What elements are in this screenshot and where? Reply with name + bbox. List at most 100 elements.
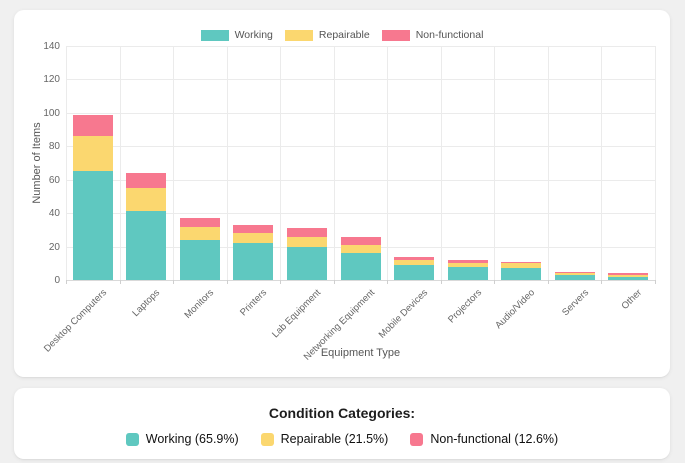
bar-stack <box>554 271 595 280</box>
legend-label: Repairable <box>318 29 370 41</box>
bar-segment-repairable[interactable] <box>554 273 595 275</box>
x-gridline <box>119 46 121 280</box>
x-gridline <box>547 46 549 280</box>
legend-label: Non-functional <box>415 29 484 41</box>
y-tick-label: 0 <box>54 275 60 286</box>
legend-swatch <box>381 29 410 41</box>
bar-segment-repairable[interactable] <box>447 263 488 267</box>
summary-legend-label: Non-functional (12.6%) <box>430 432 559 446</box>
bar-segment-non-functional[interactable] <box>501 261 542 264</box>
bar-segment-non-functional[interactable] <box>340 236 381 245</box>
legend-item-non-functional[interactable]: Non-functional <box>381 29 484 41</box>
legend-item-repairable[interactable]: Repairable <box>284 29 370 41</box>
bar-segment-working[interactable] <box>233 243 274 280</box>
bar-segment-non-functional[interactable] <box>608 273 649 275</box>
summary-legend-swatch <box>410 432 424 446</box>
chart-legend: Working Repairable Non-functional <box>14 29 670 41</box>
legend-swatch <box>200 29 229 41</box>
y-tick-label: 80 <box>48 141 60 153</box>
chart-card: Working Repairable Non-functional Number o… <box>14 10 670 377</box>
legend-label: Working <box>234 29 273 41</box>
y-gridline <box>66 46 655 47</box>
bar-stack <box>72 114 113 280</box>
x-tick-mark <box>440 280 442 284</box>
bar-segment-repairable[interactable] <box>394 259 435 265</box>
x-gridline <box>601 46 603 280</box>
bar-stack <box>501 261 542 280</box>
y-gridline <box>66 79 655 81</box>
bar-segment-repairable[interactable] <box>72 136 113 172</box>
bar-segment-repairable[interactable] <box>179 226 220 240</box>
x-axis-title: Equipment Type <box>320 347 401 359</box>
bar-segment-non-functional[interactable] <box>394 256 435 260</box>
bar-stack <box>126 173 167 280</box>
x-gridline <box>440 46 442 280</box>
y-axis-title: Number of Items <box>31 122 43 204</box>
bar-segment-non-functional[interactable] <box>286 228 327 237</box>
x-tick-mark <box>173 280 175 284</box>
bar-segment-working[interactable] <box>554 274 595 280</box>
summary-card: Condition Categories: Working (65.9%) Rep… <box>14 388 670 459</box>
bar-segment-working[interactable] <box>72 171 113 280</box>
summary-legend-item: Working (65.9%) <box>125 432 239 446</box>
bar-segment-working[interactable] <box>340 253 381 280</box>
y-gridline <box>66 146 655 148</box>
bar-segment-repairable[interactable] <box>340 244 381 254</box>
y-tick-label: 120 <box>43 74 60 86</box>
x-tick-mark <box>119 280 121 284</box>
bar-segment-non-functional[interactable] <box>72 114 113 137</box>
bar-segment-repairable[interactable] <box>126 188 167 212</box>
bar-stack <box>608 273 649 280</box>
x-gridline <box>66 46 67 280</box>
x-tick-mark <box>66 280 67 284</box>
bar-segment-non-functional[interactable] <box>233 224 274 234</box>
bar-stack <box>286 228 327 280</box>
bar-segment-working[interactable] <box>608 276 649 280</box>
plot-area: Number of Items Equipment Type 0 20 40 60 80… <box>14 10 670 377</box>
bar-stack <box>233 224 274 280</box>
summary-legend-item: Non-functional (12.6%) <box>410 432 558 446</box>
x-tick-mark <box>655 280 656 284</box>
summary-title: Condition Categories: <box>268 405 416 421</box>
bar-segment-repairable[interactable] <box>501 263 542 269</box>
bar-segment-working[interactable] <box>286 246 327 280</box>
bar-segment-non-functional[interactable] <box>447 259 488 264</box>
y-tick-label: 40 <box>48 208 60 220</box>
bar-segment-working[interactable] <box>447 266 488 280</box>
x-gridline <box>494 46 496 280</box>
bar-stack <box>447 259 488 280</box>
x-tick-mark <box>547 280 549 284</box>
x-tick-mark <box>387 280 389 284</box>
bar-stack <box>179 218 220 280</box>
bar-segment-non-functional[interactable] <box>126 173 167 189</box>
y-tick-label: 60 <box>48 174 60 186</box>
legend-item-working[interactable]: Working <box>200 29 273 41</box>
y-gridline <box>66 179 655 181</box>
y-tick-label: 20 <box>48 241 60 253</box>
legend-swatch <box>284 29 313 41</box>
x-gridline <box>333 46 335 280</box>
x-tick-mark <box>494 280 496 284</box>
x-tick-mark <box>601 280 603 284</box>
x-gridline <box>655 46 656 280</box>
summary-legend: Working (65.9%) Repairable (21.5%) Non-fun… <box>125 432 558 446</box>
y-gridline <box>66 112 655 114</box>
bar-segment-working[interactable] <box>394 264 435 280</box>
bar-segment-working[interactable] <box>126 211 167 280</box>
summary-legend-item: Repairable (21.5%) <box>260 432 388 446</box>
bar-segment-working[interactable] <box>179 239 220 280</box>
bar-segment-repairable[interactable] <box>233 233 274 244</box>
x-gridline <box>226 46 228 280</box>
bar-segment-working[interactable] <box>501 268 542 280</box>
x-gridline <box>387 46 389 280</box>
bar-segment-non-functional[interactable] <box>554 271 595 274</box>
bar-stack <box>340 236 381 280</box>
y-gridline <box>66 213 655 215</box>
bar-segment-repairable[interactable] <box>608 274 649 277</box>
y-gridline <box>66 280 655 281</box>
y-tick-label: 100 <box>43 107 60 119</box>
bar-segment-non-functional[interactable] <box>179 218 220 227</box>
x-gridline <box>280 46 282 280</box>
bar-segment-repairable[interactable] <box>286 236 327 247</box>
y-tick-label: 140 <box>43 41 60 52</box>
